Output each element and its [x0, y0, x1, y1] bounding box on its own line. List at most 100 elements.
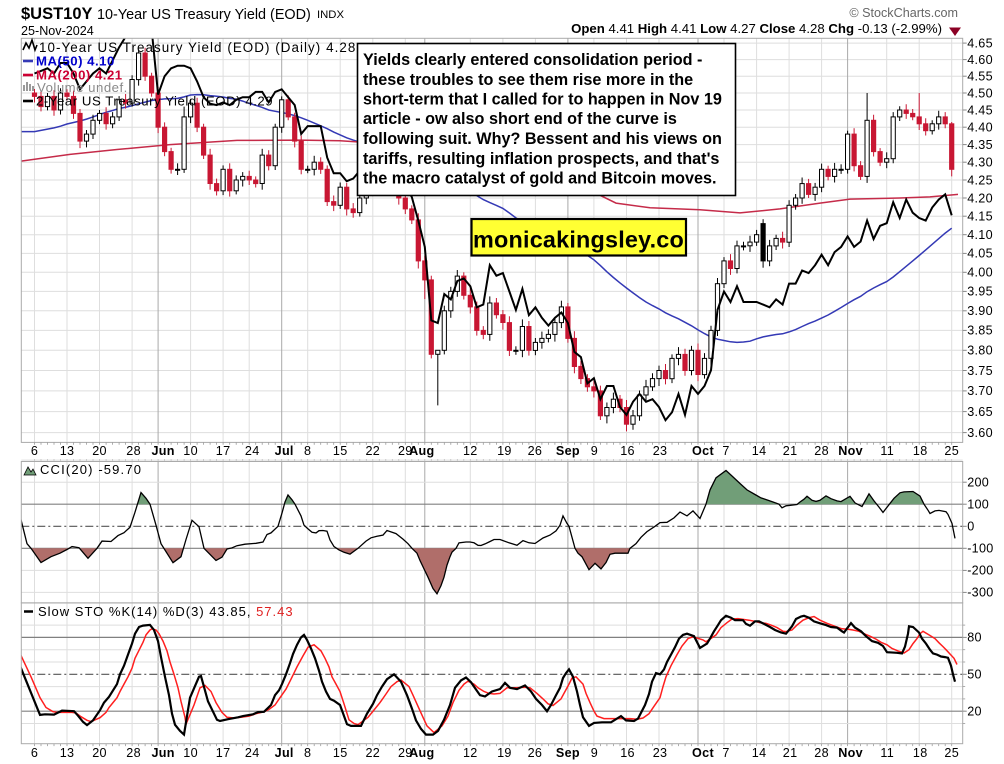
- svg-text:200: 200: [967, 476, 989, 490]
- svg-text:Yields clearly entered consoli: Yields clearly entered consolidation per…: [363, 51, 702, 69]
- svg-text:24: 24: [245, 444, 260, 458]
- svg-text:3.70: 3.70: [967, 384, 993, 398]
- svg-text:4.35: 4.35: [967, 138, 993, 152]
- svg-text:7: 7: [722, 746, 729, 760]
- svg-text:23: 23: [653, 746, 668, 760]
- svg-text:10: 10: [183, 444, 198, 458]
- svg-text:18: 18: [913, 746, 928, 760]
- svg-text:17: 17: [216, 746, 231, 760]
- svg-text:11: 11: [880, 444, 894, 458]
- svg-text:29: 29: [398, 746, 413, 760]
- svg-text:26: 26: [528, 444, 543, 458]
- svg-text:-100: -100: [967, 542, 993, 556]
- svg-text:6: 6: [31, 444, 38, 458]
- svg-text:4.45: 4.45: [967, 103, 993, 117]
- svg-text:Nov: Nov: [838, 746, 863, 760]
- svg-text:17: 17: [216, 444, 231, 458]
- svg-text:3.80: 3.80: [967, 344, 993, 358]
- svg-text:9: 9: [591, 746, 598, 760]
- svg-text:6: 6: [31, 746, 38, 760]
- svg-text:Jul: Jul: [275, 746, 294, 760]
- svg-text:8: 8: [304, 444, 311, 458]
- svg-text:26: 26: [528, 746, 543, 760]
- svg-text:short-term that I called for t: short-term that I called for to happen i…: [363, 91, 722, 109]
- svg-text:11: 11: [880, 746, 894, 760]
- svg-text:4.10: 4.10: [967, 228, 993, 242]
- svg-text:4.00: 4.00: [967, 266, 993, 280]
- svg-text:Sep: Sep: [556, 746, 580, 760]
- svg-text:10-Year US Treasury Yield (EOD: 10-Year US Treasury Yield (EOD) (Daily) …: [39, 40, 356, 55]
- svg-text:16: 16: [620, 444, 635, 458]
- svg-text:8: 8: [304, 746, 311, 760]
- svg-text:4.05: 4.05: [967, 247, 993, 261]
- svg-text:4.40: 4.40: [967, 121, 993, 135]
- svg-text:10-Year US Treasury Yield (EOD: 10-Year US Treasury Yield (EOD): [97, 7, 311, 23]
- svg-text:21: 21: [783, 444, 798, 458]
- svg-text:16: 16: [620, 746, 635, 760]
- svg-text:4.15: 4.15: [967, 210, 993, 224]
- svg-text:19: 19: [497, 444, 512, 458]
- svg-text:-300: -300: [967, 586, 993, 600]
- svg-text:28: 28: [126, 746, 141, 760]
- svg-text:MA(200) 4.21: MA(200) 4.21: [36, 68, 123, 83]
- svg-text:50: 50: [967, 668, 982, 682]
- svg-text:Nov: Nov: [838, 444, 863, 458]
- svg-text:28: 28: [126, 444, 141, 458]
- svg-text:CCI(20) -59.70: CCI(20) -59.70: [40, 462, 142, 477]
- svg-text:3.85: 3.85: [967, 324, 993, 338]
- svg-text:100: 100: [967, 498, 989, 512]
- svg-text:15: 15: [333, 444, 348, 458]
- svg-text:INDX: INDX: [317, 9, 344, 21]
- svg-text:following suit. Why? Bessent a: following suit. Why? Bessent and his vie…: [363, 130, 722, 148]
- svg-text:Slow STO %K(14) %D(3) 43.85, 5: Slow STO %K(14) %D(3) 43.85, 57.43: [38, 604, 294, 619]
- svg-text:14: 14: [752, 444, 767, 458]
- svg-text:Aug: Aug: [409, 746, 434, 760]
- svg-text:25-Nov-2024: 25-Nov-2024: [21, 24, 94, 38]
- svg-text:4.25: 4.25: [967, 173, 993, 187]
- svg-text:12: 12: [463, 746, 478, 760]
- svg-text:9: 9: [591, 444, 598, 458]
- svg-text:21: 21: [783, 746, 798, 760]
- svg-text:12: 12: [463, 444, 478, 458]
- svg-text:25: 25: [944, 746, 959, 760]
- svg-text:4.20: 4.20: [967, 191, 993, 205]
- svg-text:18: 18: [913, 444, 928, 458]
- svg-text:10: 10: [183, 746, 198, 760]
- svg-text:3.90: 3.90: [967, 304, 993, 318]
- svg-text:3.75: 3.75: [967, 364, 993, 378]
- svg-text:these troubles to see them ris: these troubles to see them rise more in …: [363, 71, 693, 89]
- svg-text:15: 15: [333, 746, 348, 760]
- svg-text:13: 13: [60, 746, 75, 760]
- svg-text:Aug: Aug: [409, 444, 434, 458]
- svg-text:4.30: 4.30: [967, 156, 993, 170]
- svg-text:0: 0: [967, 520, 974, 534]
- svg-text:13: 13: [60, 444, 75, 458]
- svg-text:25: 25: [944, 444, 959, 458]
- svg-text:$UST10Y: $UST10Y: [21, 5, 93, 23]
- svg-text:MA(50) 4.10: MA(50) 4.10: [36, 54, 115, 69]
- svg-text:20: 20: [92, 746, 107, 760]
- svg-text:Jun: Jun: [151, 746, 174, 760]
- svg-text:Oct: Oct: [692, 746, 714, 760]
- svg-text:4.55: 4.55: [967, 70, 993, 84]
- svg-text:2-Year US Treasury Yield (EOD): 2-Year US Treasury Yield (EOD) 4.29: [36, 94, 273, 109]
- svg-text:Oct: Oct: [692, 444, 714, 458]
- svg-text:22: 22: [365, 746, 380, 760]
- svg-text:-200: -200: [967, 564, 993, 578]
- svg-text:22: 22: [365, 444, 380, 458]
- svg-text:3.65: 3.65: [967, 405, 993, 419]
- svg-text:the macro catalyst of gold and: the macro catalyst of gold and Bitcoin m…: [363, 170, 717, 188]
- svg-text:Sep: Sep: [556, 444, 580, 458]
- svg-text:28: 28: [814, 746, 829, 760]
- svg-text:3.95: 3.95: [967, 285, 993, 299]
- svg-text:14: 14: [752, 746, 767, 760]
- svg-text:28: 28: [814, 444, 829, 458]
- svg-text:tariffs, resulting inflation p: tariffs, resulting inflation prospects, …: [363, 150, 719, 168]
- svg-text:3.60: 3.60: [967, 426, 993, 440]
- svg-text:19: 19: [497, 746, 512, 760]
- svg-text:23: 23: [653, 444, 668, 458]
- svg-text:Jun: Jun: [151, 444, 174, 458]
- svg-text:monicakingsley.co: monicakingsley.co: [473, 227, 684, 253]
- svg-text:Open 4.41 High 4.41 Low 4.27 C: Open 4.41 High 4.41 Low 4.27 Close 4.28 …: [571, 21, 942, 36]
- svg-text:20: 20: [92, 444, 107, 458]
